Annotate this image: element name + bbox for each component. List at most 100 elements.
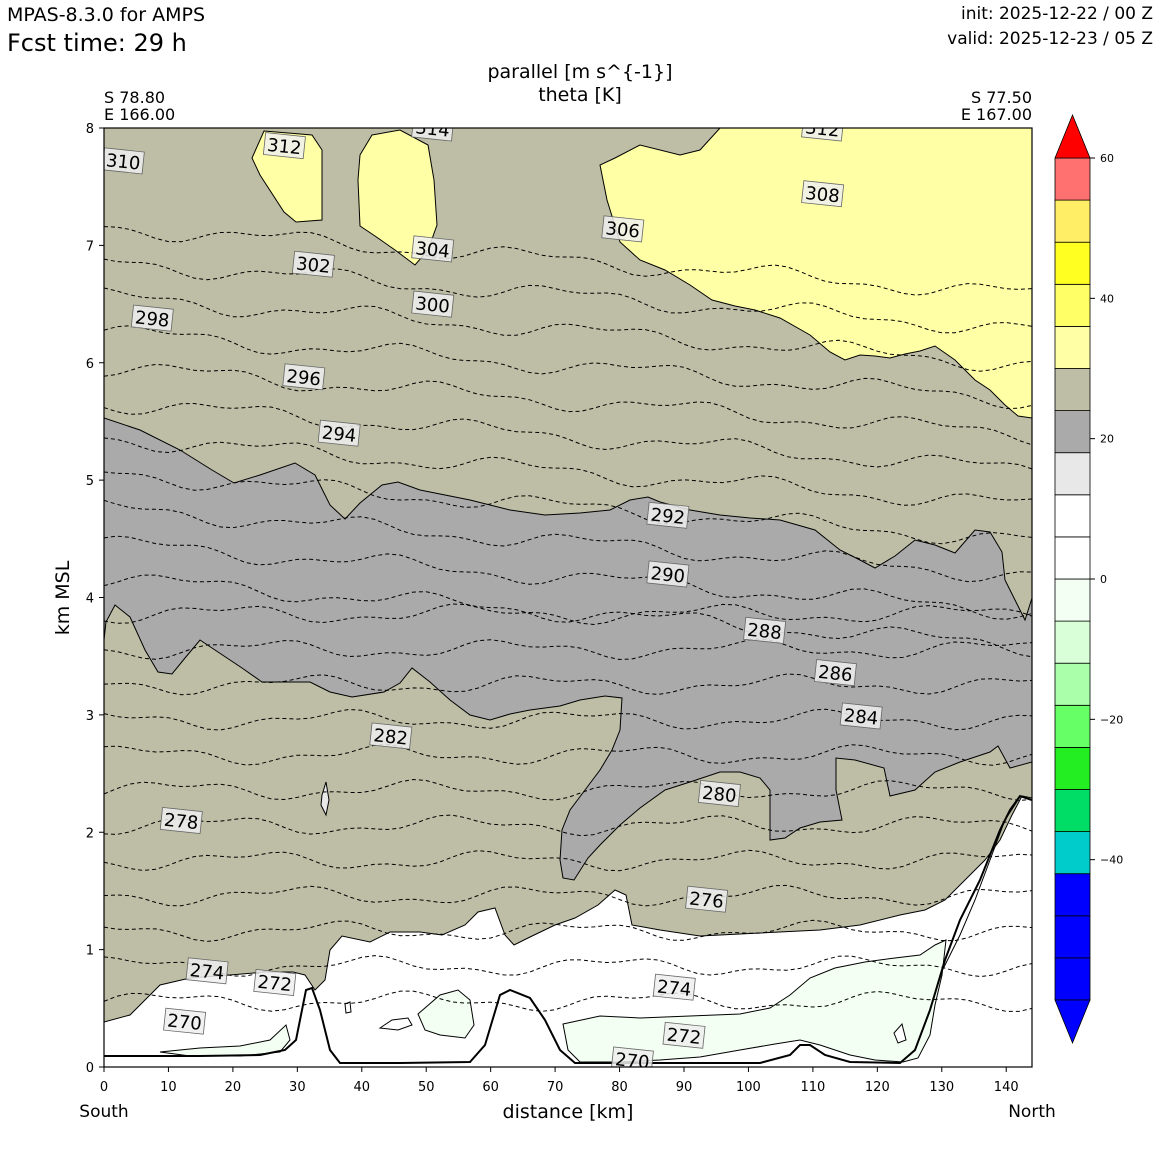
region-neg-green-small [417, 989, 475, 1039]
colorbar-tick-label: −40 [1100, 854, 1123, 867]
plot-area: 314 312 312 310 308 306 304 302 300 298 296 294 292 2… [104, 117, 1032, 1073]
theta-label: 274 [185, 957, 229, 985]
theta-label: 292 [646, 501, 690, 529]
colorbar-segment [1054, 578, 1091, 622]
theta-label: 310 [104, 147, 145, 175]
theta-label-box [317, 419, 361, 447]
theta-isoline [104, 743, 1032, 766]
colorbar-segment [1054, 199, 1091, 243]
x-tick-label: 70 [547, 1080, 564, 1095]
theta-label-text: 270 [166, 1010, 202, 1034]
left-endpoint-name: South [79, 1102, 128, 1122]
theta-label-text: 292 [650, 505, 686, 529]
colorbar-tick-label: 0 [1100, 573, 1107, 586]
theta-label: 304 [411, 235, 455, 263]
theta-isoline [104, 258, 1032, 334]
theta-isoline [104, 814, 1032, 837]
theta-label: 276 [685, 885, 729, 913]
right-lon: E 167.00 [961, 105, 1032, 124]
colorbar-segment [1054, 368, 1091, 411]
theta-label-text: 270 [614, 1049, 650, 1073]
theta-label: 274 [652, 973, 696, 1001]
x-tick-label: 90 [676, 1080, 693, 1095]
colorbar-segment [1054, 536, 1091, 580]
y-tick-label: 5 [86, 474, 94, 489]
region-neg-green-blob [378, 1017, 413, 1031]
region-gray-blob [320, 781, 330, 817]
theta-label-text: 280 [701, 783, 737, 807]
colorbar-tick-label: 20 [1100, 433, 1114, 446]
theta-label-text: 296 [285, 366, 321, 390]
colorbar: 60 40 20 0 −20 −40 [1054, 113, 1123, 1045]
colorbar-segment [1054, 157, 1091, 201]
theta-isoline [104, 574, 1032, 658]
y-tick-label: 8 [86, 122, 94, 137]
colorbar-under-arrow [1054, 999, 1091, 1045]
y-tick-label: 2 [86, 826, 94, 841]
x-tick-label: 30 [289, 1080, 306, 1095]
colorbar-segment [1054, 325, 1091, 369]
theta-label: 306 [601, 215, 645, 243]
theta-label-text: 290 [650, 563, 686, 587]
x-tick-label: 100 [736, 1080, 761, 1095]
theta-isoline [104, 638, 1032, 661]
theta-isoline [104, 363, 1032, 446]
theta-isoline [104, 673, 1032, 696]
theta-label-box [104, 147, 145, 175]
y-tick-label: 1 [86, 944, 94, 959]
theta-label-text: 302 [295, 253, 331, 277]
theta-label: 290 [646, 560, 690, 588]
theta-label: 270 [163, 1007, 207, 1035]
x-tick-label: 130 [929, 1080, 954, 1095]
theta-label-box [411, 235, 455, 263]
theta-label: 286 [813, 659, 857, 686]
theta-label-text: 300 [414, 293, 450, 317]
colorbar-segment [1054, 831, 1091, 875]
theta-isoline [104, 226, 1032, 296]
y-tick-label: 6 [86, 357, 94, 372]
left-lon: E 166.00 [104, 105, 175, 124]
theta-label-text: 308 [804, 183, 840, 207]
theta-label: 278 [159, 807, 203, 834]
theta-label: 284 [839, 702, 883, 730]
theta-label-text: 312 [266, 135, 302, 159]
region-white-blob2 [893, 1022, 907, 1044]
theta-label-box [253, 969, 297, 996]
theta-label: 298 [130, 304, 174, 332]
theta-label: 270 [610, 1046, 654, 1073]
theta-isoline [104, 849, 1032, 872]
chart-title-line1: parallel [m s^{-1}] [487, 61, 672, 83]
colorbar-segment [1054, 494, 1091, 538]
theta-label-text: 278 [163, 810, 199, 834]
theta-label-text: 306 [604, 218, 640, 242]
x-tick-label: 0 [100, 1080, 108, 1095]
y-axis: 0 1 2 3 4 5 6 7 8 [86, 122, 104, 1076]
colorbar-segment [1054, 452, 1091, 496]
theta-label-box [369, 722, 413, 750]
theta-label: 280 [697, 780, 741, 807]
theta-label: 282 [369, 722, 413, 750]
colorbar-segment [1054, 873, 1091, 917]
x-tick-label: 120 [865, 1080, 890, 1095]
colorbar-tick-label: 60 [1100, 152, 1114, 165]
colorbar-segment [1054, 241, 1091, 285]
y-tick-label: 7 [86, 239, 94, 254]
x-axis-label: distance [km] [503, 1101, 634, 1123]
theta-label-box [685, 885, 729, 913]
theta-label-box [411, 128, 455, 142]
x-tick-label: 10 [160, 1080, 177, 1095]
chart-title-line2: theta [K] [538, 84, 622, 106]
x-tick-label: 60 [482, 1080, 499, 1095]
theta-label-box [282, 363, 326, 391]
theta-label: 302 [291, 250, 335, 278]
forecast-time: Fcst time: 29 h [7, 29, 187, 57]
theta-label: 300 [411, 290, 455, 318]
theta-label-box [662, 1021, 706, 1049]
theta-label-box [291, 250, 335, 278]
theta-label-box [652, 973, 696, 1001]
theta-isoline [104, 402, 1032, 470]
theta-label-text: 294 [321, 422, 357, 446]
theta-label-text: 312 [804, 117, 840, 141]
theta-label: 296 [282, 363, 326, 391]
theta-label-box [601, 215, 645, 243]
